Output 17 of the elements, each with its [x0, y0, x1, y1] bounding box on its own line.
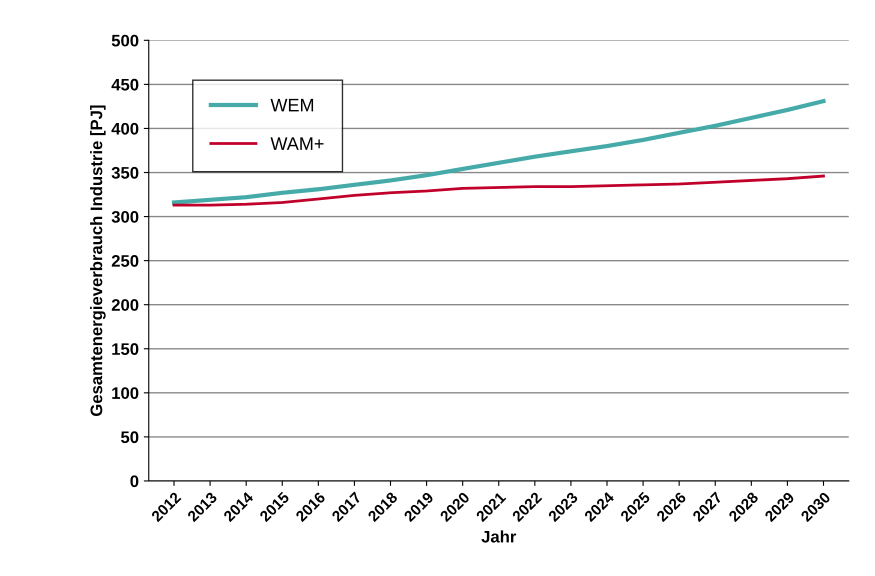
y-tick-label: 500	[112, 34, 138, 47]
y-tick-label: 250	[112, 255, 138, 267]
legend-label: WAM+	[270, 137, 324, 150]
y-tick-label: 450	[111, 78, 138, 91]
y-tick-label: 400	[111, 122, 138, 135]
y-tick-label: 350	[112, 166, 138, 179]
y-tick-label: 50	[121, 431, 138, 444]
y-tick-label: 100	[112, 387, 138, 400]
y-tick-label: 0	[130, 475, 138, 488]
y-tick-label: 200	[112, 299, 138, 311]
legend-label: WEM	[270, 98, 314, 112]
y-tick-label: 300	[112, 210, 138, 223]
x-axis-title: Jahr	[481, 530, 516, 543]
line-series	[172, 174, 825, 207]
y-tick-label: 150	[112, 343, 138, 355]
y-axis-title: Gesamtenergieverbrauch Industrie [PJ]	[90, 105, 106, 416]
line-series	[172, 99, 826, 205]
